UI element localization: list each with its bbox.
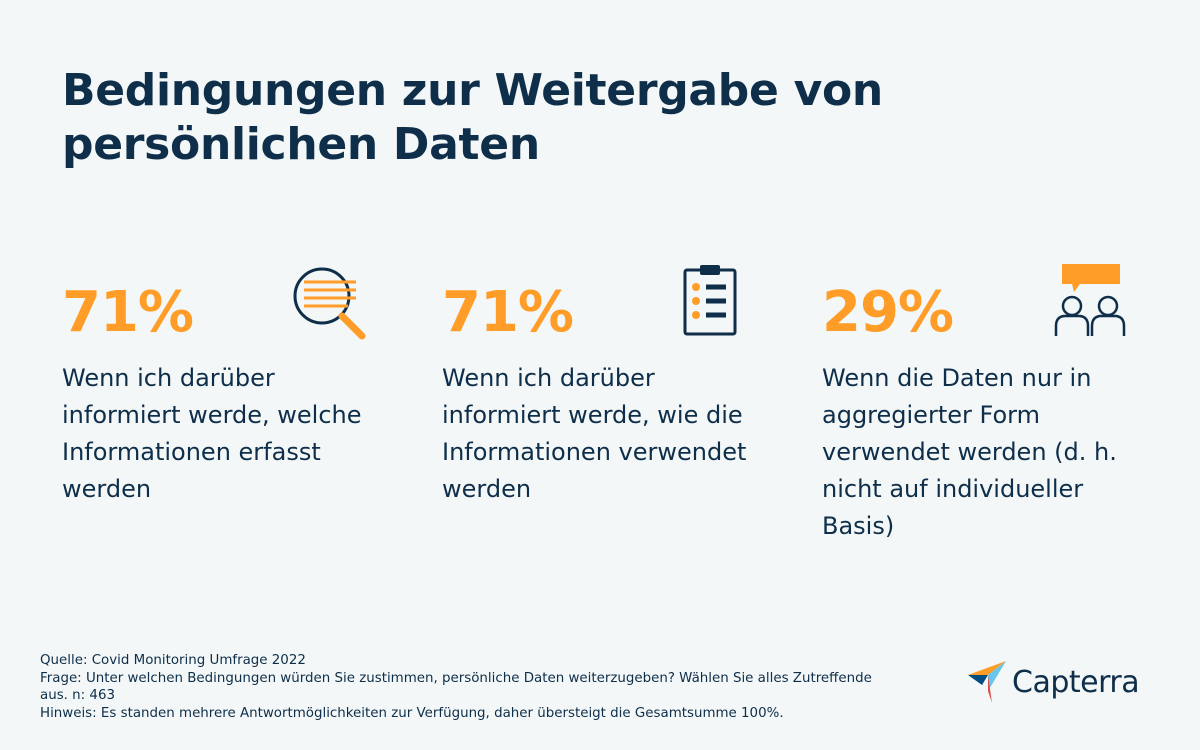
stat-description: Wenn ich darüber informiert werde, wie d… [442,364,747,503]
question-note: Frage: Unter welchen Bedingungen würden … [40,670,872,704]
hint-note: Hinweis: Es standen mehrere Antwortmögli… [40,705,784,721]
page-title: Bedingungen zur Weitergabe von persönlic… [62,65,883,170]
capterra-logo-icon [968,661,1006,703]
stat-value: 29% [822,280,954,345]
stat-description: Wenn ich darüber informiert werde, welch… [62,364,362,503]
capterra-logo: Capterra [968,660,1140,704]
stat-card-collected-info: 71% Wenn ich darüber informiert werde, w… [62,280,392,508]
clipboard-checklist-icon [682,262,742,338]
stat-value: 71% [442,280,574,345]
magnifier-document-icon [292,266,368,342]
capterra-logo-text: Capterra [1012,664,1140,700]
footer-notes: Quelle: Covid Monitoring Umfrage 2022 Fr… [40,652,890,722]
people-speech-bubble-icon [1052,262,1132,340]
stat-value: 71% [62,280,194,345]
stat-card-aggregated-data: 29% Wenn die Daten nur in aggregierter F… [822,280,1152,545]
stat-card-info-usage: 71% Wenn ich darüber informiert werde, w… [442,280,772,508]
stat-description: Wenn die Daten nur in aggregierter Form … [822,364,1117,540]
source-note: Quelle: Covid Monitoring Umfrage 2022 [40,653,306,668]
